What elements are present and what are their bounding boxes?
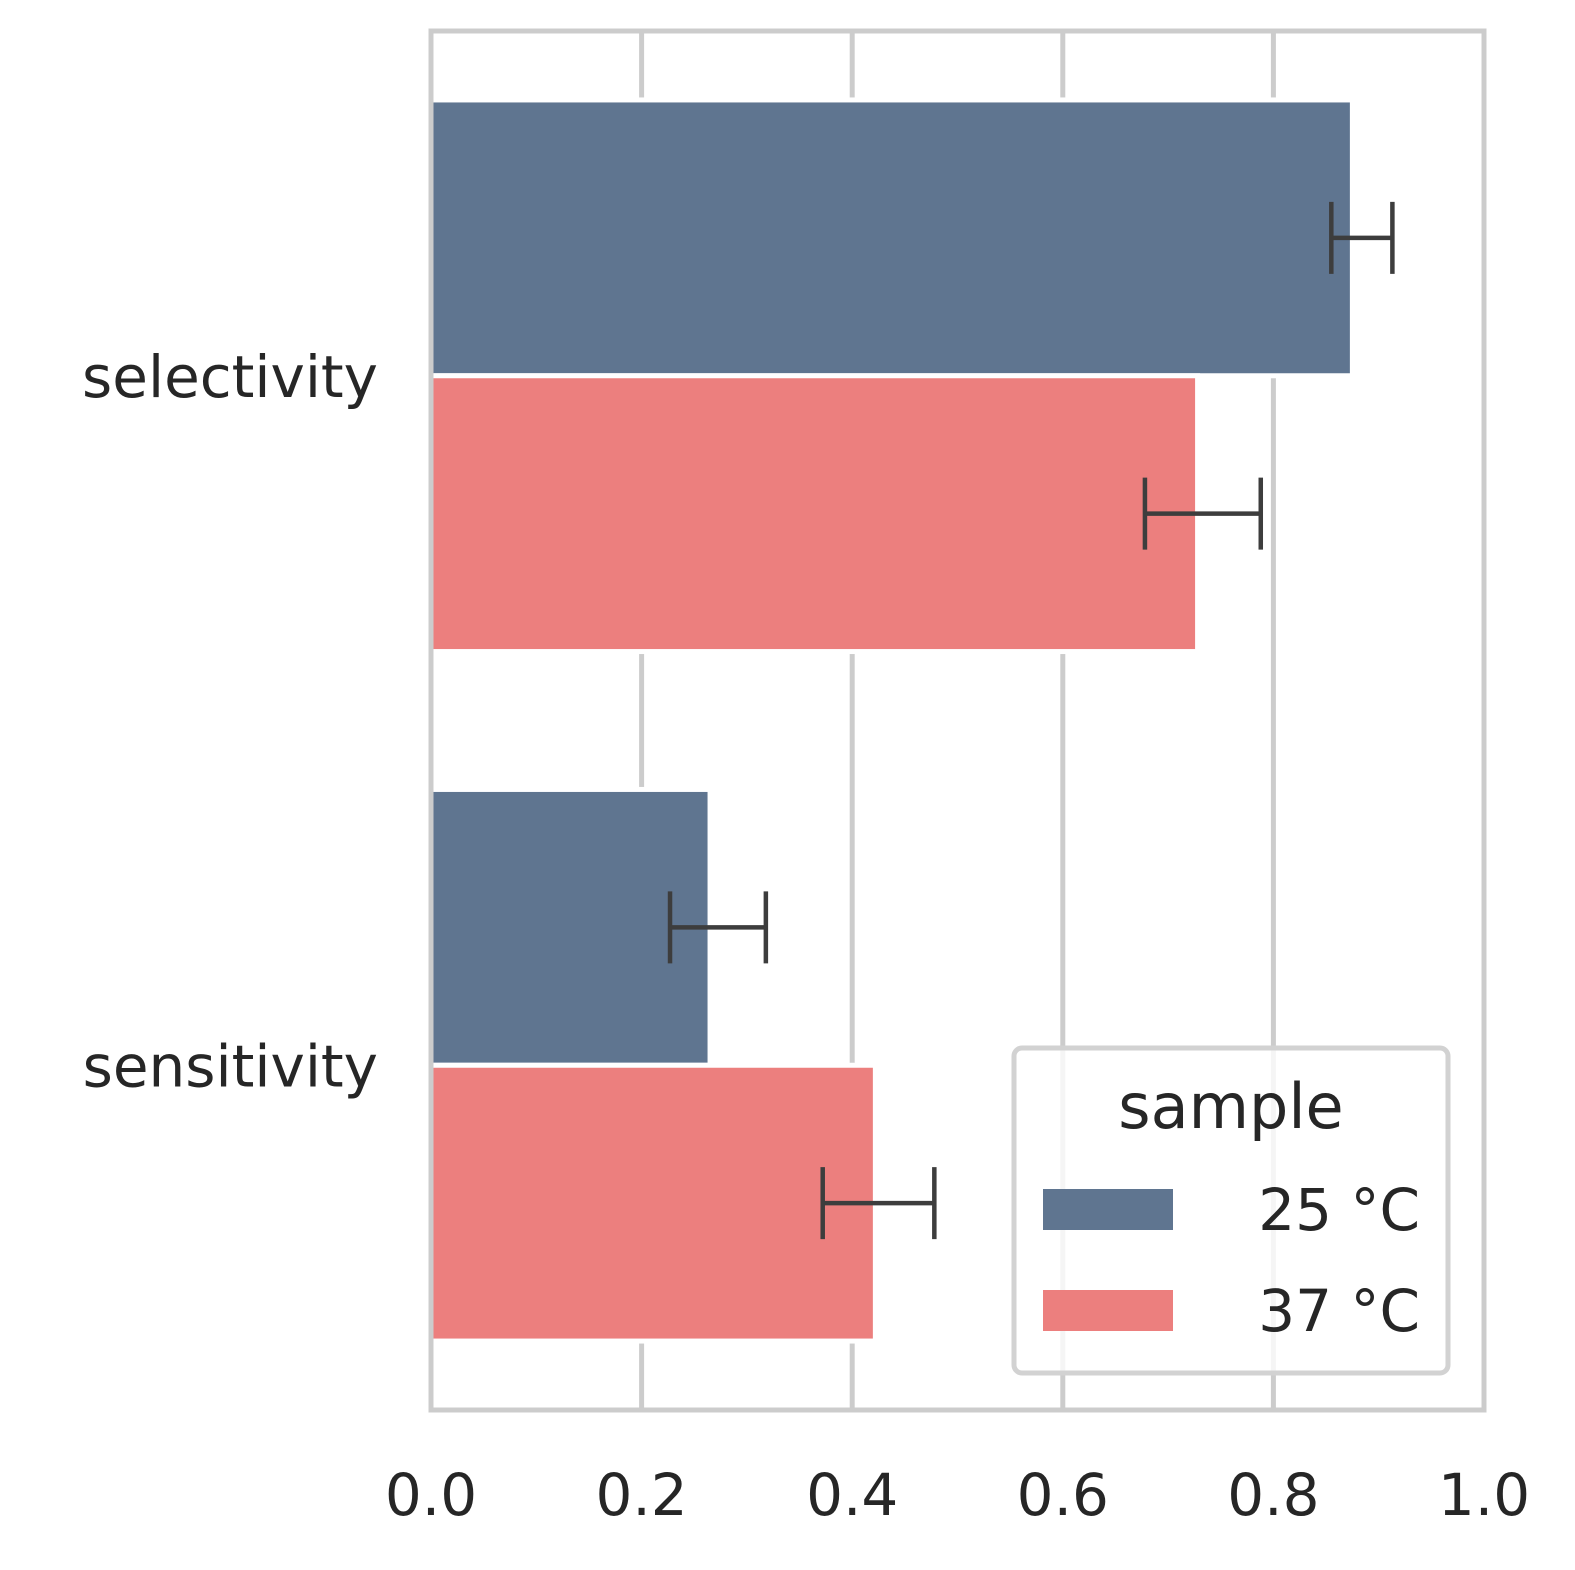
legend-label: 37 °C — [1258, 1277, 1420, 1345]
legend-title: sample — [1118, 1070, 1343, 1143]
legend-swatch — [1043, 1290, 1173, 1331]
plot-frame — [428, 28, 1487, 1413]
category-labels: selectivity sensitivity — [82, 343, 378, 1101]
error-bar — [1329, 201, 1395, 274]
x-tick-label: 0.2 — [595, 1461, 687, 1529]
bar-selectivity-1 — [428, 373, 1201, 655]
legend-items: 25 °C 37 °C — [1043, 1176, 1420, 1345]
x-tick-label: 0.8 — [1227, 1461, 1319, 1529]
x-tick-label: 0.6 — [1017, 1461, 1109, 1529]
x-tick-labels: 0.0 0.2 0.4 0.6 0.8 1.0 — [385, 1461, 1530, 1529]
legend: sample 25 °C 37 °C — [1011, 1045, 1451, 1376]
category-label: sensitivity — [83, 1032, 378, 1100]
error-bars — [667, 201, 1395, 1240]
bars — [428, 97, 1355, 1344]
legend-swatch — [1043, 1189, 1173, 1230]
error-bar — [820, 1167, 937, 1240]
error-bar — [1142, 477, 1264, 550]
legend-label: 25 °C — [1258, 1176, 1420, 1244]
x-tick-label: 1.0 — [1438, 1461, 1530, 1529]
error-bar — [667, 891, 769, 964]
bar-selectivity-0 — [428, 97, 1355, 379]
bar-sensitivity-1 — [428, 1062, 878, 1344]
x-tick-label: 0.0 — [385, 1461, 477, 1529]
category-label: selectivity — [82, 343, 378, 411]
x-tick-label: 0.4 — [806, 1461, 898, 1529]
